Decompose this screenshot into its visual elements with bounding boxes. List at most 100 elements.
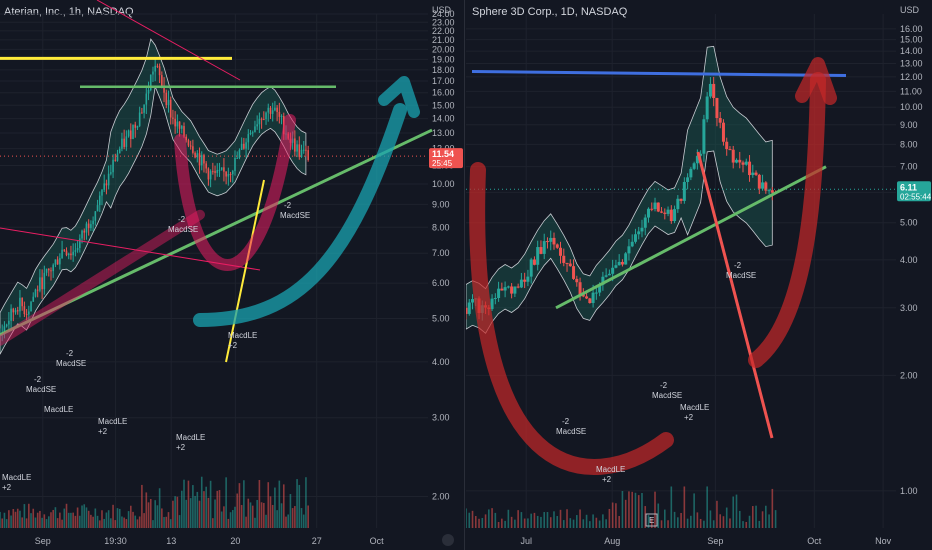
candle [149,74,152,91]
volume-bar [225,477,227,528]
candle [225,171,227,177]
sphere3d-chart[interactable]: 1.002.003.004.005.006.007.008.009.0010.0… [466,0,932,550]
candle [725,141,729,150]
signal-annotation: MacdLE [176,433,205,442]
y-tick-label: 13.00 [900,59,923,69]
candle [28,311,30,315]
signal-annotation: MacdSE [168,225,198,234]
y-tick-label: 2.00 [900,370,918,380]
volume-bar [725,507,728,528]
candle [5,324,8,327]
candle [220,167,223,170]
volume-bar [132,511,134,528]
volume-bar [70,512,72,528]
y-tick-label: 3.00 [432,413,450,423]
candle [686,177,690,182]
y-tick-label: 9.00 [900,120,918,130]
volume-bar [220,511,223,528]
candle [132,124,134,140]
signal-annotation: MacdLE [596,465,625,474]
signal-annotation: MacdLE [44,405,73,414]
candle [506,286,510,288]
x-tick-label: Nov [875,536,892,546]
candle [12,308,15,313]
volume-bar [238,483,241,528]
candle [107,173,110,186]
volume-bar [579,509,581,528]
y-tick-label: 7.00 [432,248,450,258]
volume-bar [556,516,559,528]
candle [116,153,119,161]
y-tick-label: 13.00 [432,128,455,138]
volume-bar [758,520,761,528]
volume-bar [592,514,594,528]
candle [161,75,163,86]
y-tick-label: 5.00 [432,314,450,324]
volume-bar [628,491,630,528]
y-tick-label: 8.00 [900,139,918,149]
volume-bar [87,510,90,528]
candle [676,198,680,210]
candle [660,211,664,213]
candle [471,299,475,303]
candle [63,249,66,251]
volume-bar [686,518,689,528]
candle [764,182,768,191]
ticker-title: Aterian, Inc., 1h, NASDAQ [4,6,134,18]
x-tick-label: Jul [520,536,532,546]
candle [229,173,232,175]
volume-bar [280,503,283,528]
volume-bar [32,508,35,528]
signal-annotation: -2 [284,201,292,210]
red-arrow-head [795,57,837,105]
volume-bar [474,516,477,528]
volume-bar [644,506,647,528]
candle [125,136,128,147]
aterian-chart[interactable]: 2.00 3.00 4.00 5.00 6.00 7.00 8.00 9.00 10.00 11.… [0,0,464,550]
volume-bar [47,516,50,528]
candle [552,237,556,245]
candle [761,182,765,189]
y-tick-label: 6.00 [432,278,450,288]
candle [575,278,579,283]
candle [568,263,572,267]
candle [176,121,179,127]
candle [141,112,143,114]
volume-bar [546,512,549,528]
volume-bar [0,511,1,528]
volume-bar [683,486,686,528]
candle [702,119,706,154]
candle [265,112,267,120]
candle [23,306,26,315]
candle [663,212,667,214]
signal-annotation: +2 [98,427,108,436]
volume-bar [134,515,137,528]
candle [536,247,540,265]
volume-bar [527,518,529,528]
volume-bar [65,503,68,528]
volume-bar [39,510,41,528]
volume-bar [660,520,663,528]
candle [300,149,303,157]
candle [258,118,261,125]
volume-bar [10,515,12,528]
candle [214,171,216,173]
chart-pane-sphere3d[interactable]: Sphere 3D Corp., 1D, NASDAQ 1.00 2.00 3.00… [466,0,932,550]
candle [167,99,170,106]
volume-bar [114,520,117,528]
candle [156,65,159,67]
candle [276,107,278,112]
candle [209,171,212,180]
candle [196,153,199,158]
volume-bar [716,500,718,528]
volume-bar [234,506,236,528]
chart-pane-aterian[interactable]: Aterian, Inc., 1h, NASDAQ 2.00 3.00 4.00 5.… [0,0,465,550]
candle [130,130,132,140]
volume-bar [595,517,598,528]
volume-bar [141,484,143,528]
volume-bar [63,508,66,528]
volume-bar [67,512,70,528]
y-tick-label: 11.00 [900,86,922,96]
volume-bar [165,516,168,528]
volume-bar [105,512,108,528]
